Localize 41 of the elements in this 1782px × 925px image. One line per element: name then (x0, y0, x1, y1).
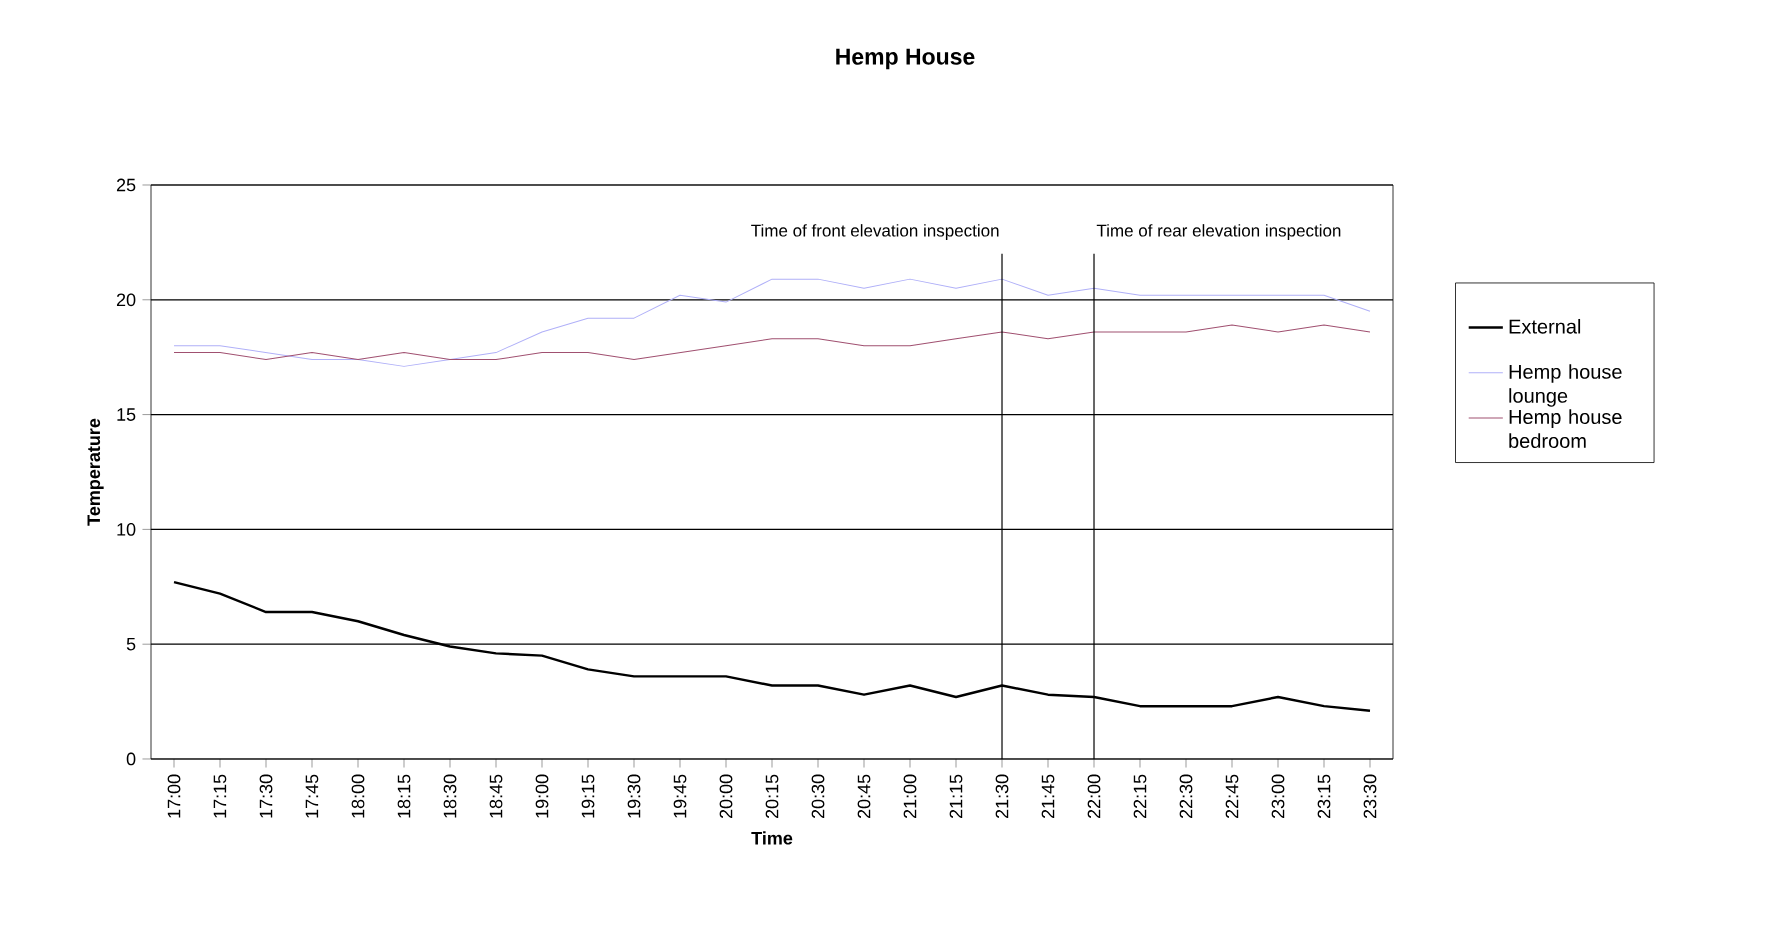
ref-line-label: Time of front elevation inspection (751, 224, 999, 240)
x-tick-label: 23:15 (1317, 774, 1331, 819)
x-tick-label: 19:30 (627, 774, 641, 818)
x-tick-label: 22:00 (1087, 774, 1101, 819)
x-tick-label: 20:15 (765, 774, 779, 819)
legend-label: Hemp house bedroom (1509, 409, 1622, 449)
x-tick-label: 19:45 (673, 774, 687, 818)
y-tick-label: 25 (116, 178, 136, 192)
x-tick-label: 17:00 (167, 774, 181, 818)
x-tick-label: 18:30 (443, 774, 457, 818)
x-tick-label: 17:15 (213, 774, 227, 818)
x-tick-label: 19:15 (581, 774, 595, 818)
x-tick-label: 20:30 (811, 774, 825, 819)
x-tick-label: 21:30 (995, 774, 1009, 819)
x-tick-label: 17:30 (259, 774, 273, 818)
ref-line-label: Time of rear elevation inspection (1096, 224, 1341, 240)
x-axis-title: Time (751, 831, 793, 845)
x-tick-label: 18:45 (489, 774, 503, 818)
y-tick-label: 5 (126, 637, 136, 651)
y-axis-title: Temperature (87, 418, 104, 526)
x-tick-label: 22:15 (1133, 774, 1147, 819)
x-tick-label: 22:30 (1179, 774, 1193, 819)
x-tick-label: 22:45 (1225, 774, 1239, 819)
x-tick-label: 18:00 (351, 774, 365, 818)
chart-title: Hemp House (836, 48, 975, 70)
x-tick-label: 19:00 (535, 774, 549, 818)
x-tick-label: 23:00 (1271, 774, 1285, 819)
y-tick-label: 0 (126, 752, 136, 766)
legend-label: Hemp house lounge (1509, 364, 1622, 407)
y-tick-label: 15 (117, 408, 136, 421)
y-tick-label: 20 (116, 293, 136, 307)
x-tick-label: 23:30 (1363, 774, 1377, 819)
y-tick-label: 10 (117, 523, 136, 536)
x-tick-label: 20:00 (719, 774, 733, 819)
x-tick-label: 21:45 (1041, 774, 1055, 819)
legend-label: External (1509, 318, 1581, 334)
x-tick-label: 17:45 (305, 774, 319, 818)
x-tick-label: 21:15 (949, 774, 963, 819)
x-tick-label: 18:15 (397, 774, 411, 818)
x-tick-label: 20:45 (857, 774, 871, 819)
x-tick-label: 21:00 (903, 774, 917, 819)
